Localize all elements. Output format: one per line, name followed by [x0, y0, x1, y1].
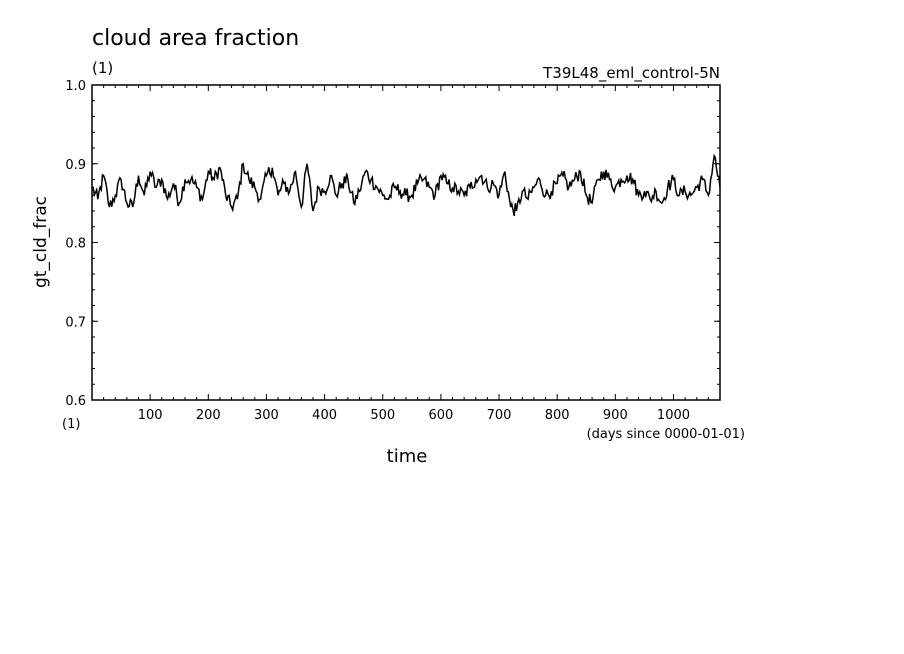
x-tick-label: 700 [487, 408, 512, 423]
x-tick-label: 600 [428, 408, 453, 423]
axis-ticks [92, 84, 720, 401]
x-tick-label: 1000 [657, 408, 690, 423]
series-line [91, 153, 721, 217]
experiment-label: T39L48_eml_control-5N [542, 64, 720, 83]
x-tick-label: 800 [545, 408, 570, 423]
y-tick-label: 0.8 [65, 237, 86, 252]
chart-title: cloud area fraction [92, 26, 299, 51]
x-tick-label: 200 [196, 408, 221, 423]
y-tick-labels: 0.6 0.7 0.8 0.9 1.0 [65, 79, 86, 409]
y-tick-label: 0.6 [65, 394, 86, 409]
x-tick-label: 400 [312, 408, 337, 423]
x-axis-units: (days since 0000-01-01) [587, 427, 745, 442]
y-tick-label: 1.0 [65, 79, 86, 94]
y-tick-label: 0.7 [65, 315, 86, 330]
x-tick-label: 900 [603, 408, 628, 423]
x-tick-labels: 100 200 300 400 500 600 700 800 900 1000 [138, 408, 690, 423]
chart-title-units: (1) [92, 59, 113, 77]
x-axis-label: time [387, 446, 428, 467]
y-axis-units: (1) [62, 417, 80, 432]
x-tick-label: 100 [138, 408, 163, 423]
y-tick-label: 0.9 [65, 158, 86, 173]
plot-frame [91, 84, 721, 401]
x-tick-label: 500 [370, 408, 395, 423]
x-tick-label: 300 [254, 408, 279, 423]
y-axis-label: gt_cld_frac [31, 196, 51, 288]
